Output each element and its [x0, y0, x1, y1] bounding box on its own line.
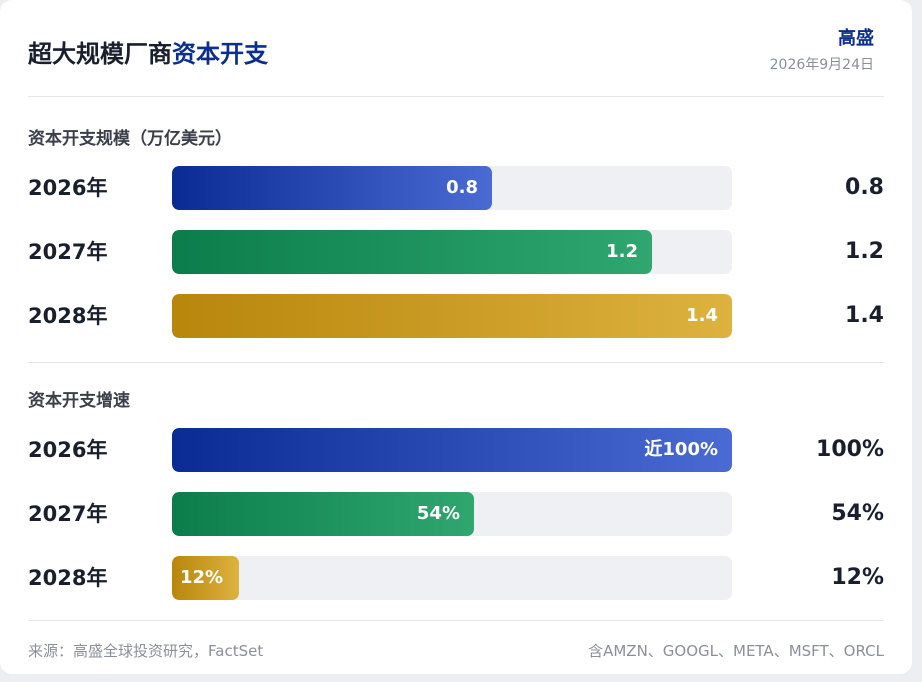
bar-track: 12% [172, 556, 732, 600]
chart-title: 超大规模厂商资本开支 [28, 34, 268, 69]
category-label: 2027年 [28, 502, 108, 526]
footer-note: 含AMZN、GOOGL、META、MSFT、ORCL [588, 642, 884, 660]
value-label: 100% [816, 437, 884, 462]
value-label: 1.2 [845, 239, 884, 264]
bar: 1.2 [172, 230, 652, 274]
category-label: 2027年 [28, 240, 108, 264]
section-title-growth: 资本开支增速 [28, 391, 130, 411]
bar-label: 0.8 [446, 177, 478, 198]
bar: 1.4 [172, 294, 732, 338]
chart-card: 超大规模厂商资本开支 高盛 2026年9月24日 资本开支规模（万亿美元） 资本… [0, 0, 912, 674]
bar-label: 54% [416, 503, 460, 524]
bar-row: 2027年 54% 54% [0, 492, 912, 536]
title-highlight: 资本开支 [172, 40, 268, 68]
footer-source: 来源：高盛全球投资研究，FactSet [28, 642, 264, 660]
value-label: 12% [831, 565, 884, 590]
bar-label: 1.2 [606, 241, 638, 262]
bar-track: 1.4 [172, 294, 732, 338]
bar: 近100% [172, 428, 732, 472]
bar: 12% [172, 556, 239, 600]
value-label: 0.8 [845, 175, 884, 200]
bar-row: 2028年 1.4 1.4 [0, 294, 912, 338]
bar-track: 54% [172, 492, 732, 536]
bar-label: 12% [180, 567, 224, 588]
category-label: 2026年 [28, 438, 108, 462]
date-label: 2026年9月24日 [769, 57, 874, 73]
section-divider [28, 362, 884, 363]
bar-track: 0.8 [172, 166, 732, 210]
value-label: 54% [831, 501, 884, 526]
source-block: 高盛 2026年9月24日 [770, 28, 874, 74]
header-divider [28, 96, 884, 97]
footer-divider [28, 620, 884, 621]
category-label: 2028年 [28, 566, 108, 590]
brand-label: 高盛 [838, 28, 874, 49]
category-label: 2026年 [28, 176, 108, 200]
bar-track: 1.2 [172, 230, 732, 274]
bar-row: 2026年 近100% 100% [0, 428, 912, 472]
bar-row: 2026年 0.8 0.8 [0, 166, 912, 210]
title-main: 超大规模厂商 [28, 40, 172, 68]
bar-row: 2027年 1.2 1.2 [0, 230, 912, 274]
section-title-scale: 资本开支规模（万亿美元） [28, 129, 232, 149]
category-label: 2028年 [28, 304, 108, 328]
bar: 54% [172, 492, 474, 536]
value-label: 1.4 [845, 303, 884, 328]
bar-label: 1.4 [686, 305, 718, 326]
bar: 0.8 [172, 166, 492, 210]
bar-row: 2028年 12% 12% [0, 556, 912, 600]
bar-track: 近100% [172, 428, 732, 472]
bar-label: 近100% [644, 439, 718, 460]
